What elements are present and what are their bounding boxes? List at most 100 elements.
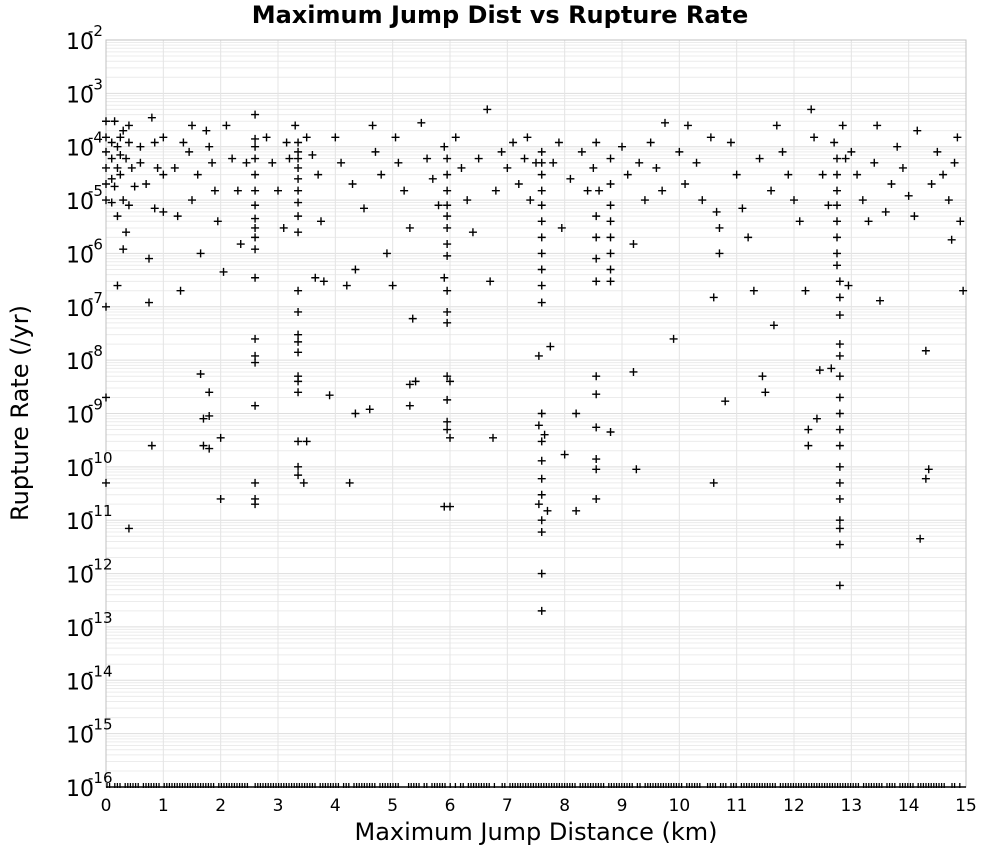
data-point: [365, 405, 374, 414]
data-point: [706, 133, 715, 142]
data-point: [110, 117, 119, 126]
data-point: [812, 414, 821, 423]
data-point: [692, 158, 701, 167]
data-point: [758, 372, 767, 381]
data-point: [629, 240, 638, 249]
data-point: [835, 277, 844, 286]
data-point: [199, 441, 208, 450]
data-point: [618, 142, 626, 151]
data-point: [681, 180, 690, 189]
y-tick-label: 10-10: [66, 449, 113, 482]
data-point: [721, 397, 730, 406]
y-tick-exponent: -15: [88, 716, 113, 734]
y-tick-label: 10-11: [66, 502, 113, 535]
data-point: [102, 147, 110, 156]
data-point: [549, 158, 558, 167]
data-point: [443, 154, 452, 163]
data-point: [537, 528, 546, 537]
data-point: [102, 180, 110, 189]
data-point: [807, 105, 816, 114]
data-point: [251, 500, 260, 509]
data-point: [113, 212, 122, 221]
data-point: [904, 191, 913, 200]
data-point: [124, 138, 133, 147]
data-point: [715, 249, 724, 258]
data-point: [251, 142, 260, 151]
data-point: [153, 163, 162, 172]
data-point: [790, 196, 798, 205]
y-tick-label: 10-2: [66, 22, 103, 55]
data-point: [887, 180, 896, 189]
data-point: [196, 369, 205, 378]
data-point: [216, 433, 225, 442]
data-point: [122, 228, 131, 237]
x-tick-label: 12: [783, 796, 805, 816]
data-point: [119, 245, 128, 254]
y-tick-base: 10: [66, 83, 94, 108]
data-point: [251, 401, 260, 410]
data-point: [916, 534, 925, 543]
data-point: [537, 233, 546, 242]
y-tick-exponent: -12: [88, 556, 113, 574]
data-point: [910, 212, 919, 221]
y-tick-exponent: -2: [88, 22, 103, 40]
data-point: [675, 147, 684, 156]
data-point: [351, 409, 360, 418]
data-point: [841, 154, 850, 163]
data-point: [262, 133, 271, 142]
floor-points: [106, 783, 966, 788]
y-tick-exponent: -10: [88, 449, 113, 467]
y-tick-base: 10: [66, 670, 94, 695]
data-point: [308, 150, 317, 159]
data-point: [804, 441, 813, 450]
data-point: [285, 154, 294, 163]
data-point: [159, 170, 168, 179]
y-tick-base: 10: [66, 137, 94, 162]
chart-title: Maximum Jump Dist vs Rupture Rate: [252, 1, 749, 29]
x-tick-label: 13: [841, 796, 863, 816]
data-point: [833, 233, 841, 242]
data-point: [709, 293, 718, 302]
data-point: [434, 201, 443, 210]
x-tick-labels: 0 1 2 3 4 5 6 7 8 9 10 11 12 13 14 15: [101, 796, 977, 816]
data-point: [818, 170, 827, 179]
data-point: [881, 207, 890, 216]
data-point: [592, 233, 601, 242]
data-point: [804, 425, 813, 434]
data-point: [251, 334, 260, 343]
data-point: [838, 121, 847, 130]
data-point: [927, 180, 936, 189]
data-point: [446, 502, 454, 511]
data-point: [319, 277, 328, 286]
data-point: [835, 393, 844, 402]
data-point: [503, 163, 512, 172]
data-point: [835, 311, 844, 320]
data-point: [251, 233, 260, 242]
data-point: [468, 228, 477, 237]
data-point: [205, 411, 214, 420]
data-point: [294, 307, 303, 316]
data-point: [835, 494, 844, 503]
data-point: [116, 170, 125, 179]
data-point: [606, 428, 615, 437]
data-point: [294, 337, 303, 346]
data-point: [537, 170, 546, 179]
data-point: [199, 414, 208, 423]
data-point: [107, 138, 116, 147]
data-point: [102, 393, 110, 402]
data-point: [847, 147, 856, 156]
data-point: [509, 138, 518, 147]
y-tick-exponent: -7: [88, 289, 103, 307]
data-point: [640, 196, 649, 205]
data-point: [870, 158, 879, 167]
data-point: [294, 377, 303, 386]
data-point: [833, 249, 841, 258]
data-point: [592, 254, 601, 263]
data-point: [302, 133, 311, 142]
data-point: [294, 388, 303, 397]
data-point: [242, 158, 251, 167]
data-point: [583, 186, 592, 195]
y-tick-label: 10-3: [66, 75, 103, 108]
data-point: [858, 196, 867, 205]
data-point: [251, 273, 260, 282]
